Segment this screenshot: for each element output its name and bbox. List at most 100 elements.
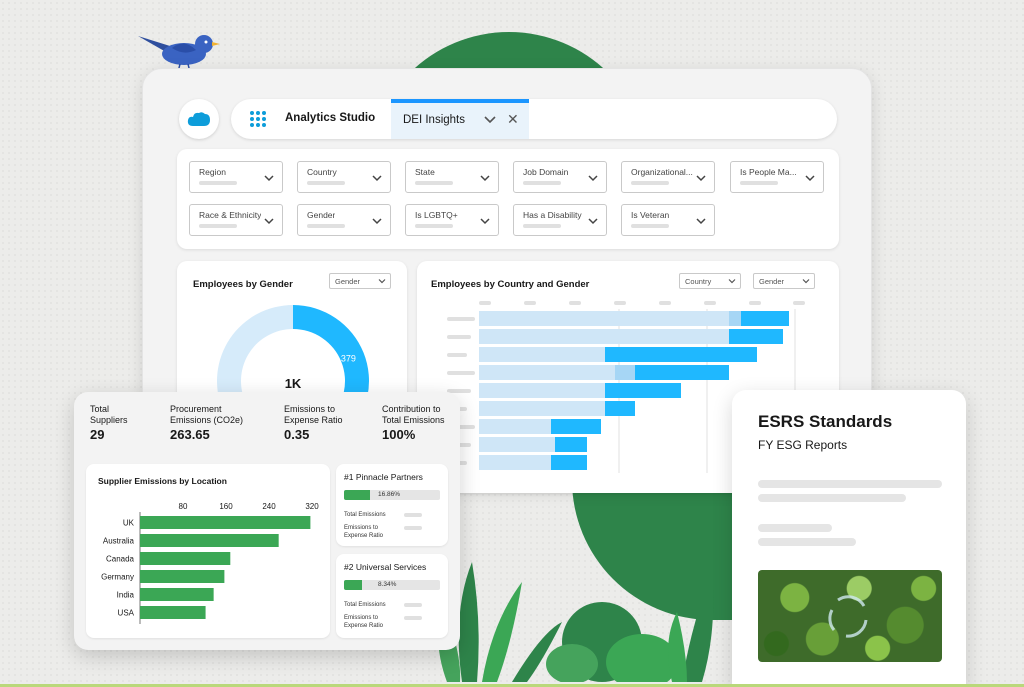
- category-label: Australia: [103, 537, 135, 546]
- stacked-bar-segment[interactable]: [615, 365, 635, 380]
- chevron-down-icon: [264, 218, 274, 225]
- kpi-label: Total Suppliers: [90, 404, 128, 425]
- filter-value-placeholder: [523, 181, 561, 185]
- filter-value-placeholder: [631, 224, 669, 228]
- kpi-value: 263.65: [170, 427, 210, 442]
- placeholder-line: [758, 480, 942, 488]
- category-label-placeholder: [447, 389, 471, 393]
- kpi-label: Emissions to Expense Ratio: [284, 404, 343, 425]
- filter-dropdown[interactable]: Has a Disability: [513, 204, 607, 236]
- close-icon[interactable]: ✕: [507, 111, 519, 127]
- bottom-strip: [0, 684, 1024, 687]
- metric-placeholder: [404, 603, 422, 607]
- chevron-down-icon: [696, 175, 706, 182]
- chevron-down-icon: [588, 175, 598, 182]
- filter-dropdown[interactable]: Organizational...: [621, 161, 715, 193]
- stacked-bar-segment[interactable]: [479, 347, 605, 362]
- card-title: Employees by Gender: [193, 279, 293, 290]
- tab-dei-insights[interactable]: DEI Insights ✕: [391, 99, 529, 139]
- category-label: India: [117, 591, 135, 600]
- country-select[interactable]: Country: [679, 273, 741, 289]
- stacked-bar-segment[interactable]: [741, 311, 789, 326]
- stacked-bar-segment[interactable]: [555, 437, 587, 452]
- filter-label: Gender: [307, 210, 336, 220]
- donut-segment-label: 379: [341, 353, 356, 363]
- filter-dropdown[interactable]: Is People Ma...: [730, 161, 824, 193]
- donut-center-label: 1K: [285, 376, 302, 391]
- stacked-bar-segment[interactable]: [479, 401, 605, 416]
- chevron-down-icon[interactable]: [483, 112, 497, 126]
- stacked-bar-segment[interactable]: [479, 383, 605, 398]
- filter-dropdown[interactable]: State: [405, 161, 499, 193]
- chevron-down-icon: [480, 175, 490, 182]
- location-bar[interactable]: [140, 570, 225, 583]
- filter-dropdown[interactable]: Country: [297, 161, 391, 193]
- stacked-bar-segment[interactable]: [479, 419, 551, 434]
- select-value: Gender: [759, 277, 785, 286]
- category-label: Canada: [106, 555, 135, 564]
- partner-metric-label: Emissions to Expense Ratio: [344, 615, 384, 629]
- kpi-label: Procurement Emissions (CO2e): [170, 404, 244, 425]
- filter-dropdown[interactable]: Is LGBTQ+: [405, 204, 499, 236]
- partner-card-2[interactable]: #2 Universal Services 8.34% Total Emission…: [336, 554, 448, 638]
- stacked-bar-segment[interactable]: [479, 365, 615, 380]
- stacked-bar-segment[interactable]: [605, 401, 635, 416]
- axis-tick-placeholder: [749, 301, 761, 305]
- filter-dropdown[interactable]: Gender: [297, 204, 391, 236]
- stacked-bar-segment[interactable]: [479, 329, 729, 344]
- placeholder-line: [758, 538, 856, 546]
- filter-label: Region: [199, 167, 226, 177]
- esrs-standards-card[interactable]: ESRS Standards FY ESG Reports: [732, 390, 966, 687]
- stacked-bar-segment[interactable]: [551, 455, 587, 470]
- supplier-emissions-panel: Total Suppliers 29 Procurement Emissions (…: [74, 392, 460, 650]
- kpi-tile: Emissions to Expense Ratio 0.35: [284, 404, 343, 441]
- supplier-emissions-by-location-card: Supplier Emissions by Location 80 160 240 3…: [86, 464, 330, 638]
- location-bar[interactable]: [140, 588, 214, 601]
- location-bar[interactable]: [140, 552, 231, 565]
- partner-card-1[interactable]: #1 Pinnacle Partners 16.86% Total Emission…: [336, 464, 448, 546]
- filter-label: Job Domain: [523, 167, 569, 177]
- filter-label: Country: [307, 167, 337, 177]
- stacked-bar-segment[interactable]: [635, 365, 729, 380]
- stacked-bar-segment[interactable]: [605, 347, 757, 362]
- filter-dropdown[interactable]: Is Veteran: [621, 204, 715, 236]
- salesforce-logo[interactable]: [179, 99, 219, 139]
- location-bar[interactable]: [140, 516, 311, 529]
- category-label: Germany: [101, 573, 134, 582]
- stacked-bar-segment[interactable]: [729, 329, 783, 344]
- app-launcher-icon[interactable]: [249, 110, 267, 128]
- filter-dropdown[interactable]: Region: [189, 161, 283, 193]
- filter-dropdown[interactable]: Race & Ethnicity: [189, 204, 283, 236]
- stacked-bar-segment[interactable]: [479, 455, 551, 470]
- stacked-bar-segment[interactable]: [479, 437, 555, 452]
- filter-value-placeholder: [740, 181, 778, 185]
- kpi-value: 100%: [382, 427, 416, 442]
- filter-value-placeholder: [307, 181, 345, 185]
- stacked-bar-segment[interactable]: [605, 383, 681, 398]
- axis-tick-placeholder: [704, 301, 716, 305]
- chevron-down-icon: [480, 218, 490, 225]
- axis-tick-placeholder: [659, 301, 671, 305]
- location-bar[interactable]: [140, 606, 206, 619]
- metric-placeholder: [404, 526, 422, 530]
- location-bar[interactable]: [140, 534, 279, 547]
- stacked-bar-segment[interactable]: [551, 419, 601, 434]
- filter-label: State: [415, 167, 435, 177]
- stacked-bar-segment[interactable]: [729, 311, 741, 326]
- category-label: USA: [118, 609, 135, 618]
- chevron-down-icon: [728, 279, 736, 284]
- stacked-bar-segment[interactable]: [479, 311, 729, 326]
- card-title: Employees by Country and Gender: [431, 279, 590, 290]
- category-label-placeholder: [447, 371, 475, 375]
- category-label: UK: [123, 519, 135, 528]
- partner-title: #2 Universal Services: [344, 562, 427, 572]
- gender-select[interactable]: Gender: [753, 273, 815, 289]
- placeholder-line: [758, 524, 832, 532]
- filter-dropdown[interactable]: Job Domain: [513, 161, 607, 193]
- tab-bar: Analytics Studio DEI Insights ✕: [231, 99, 837, 139]
- gender-select[interactable]: Gender: [329, 273, 391, 289]
- progress-label: 8.34%: [378, 581, 397, 588]
- x-tick-label: 240: [262, 502, 276, 511]
- chevron-down-icon: [372, 175, 382, 182]
- forest-aerial-image: [758, 570, 942, 662]
